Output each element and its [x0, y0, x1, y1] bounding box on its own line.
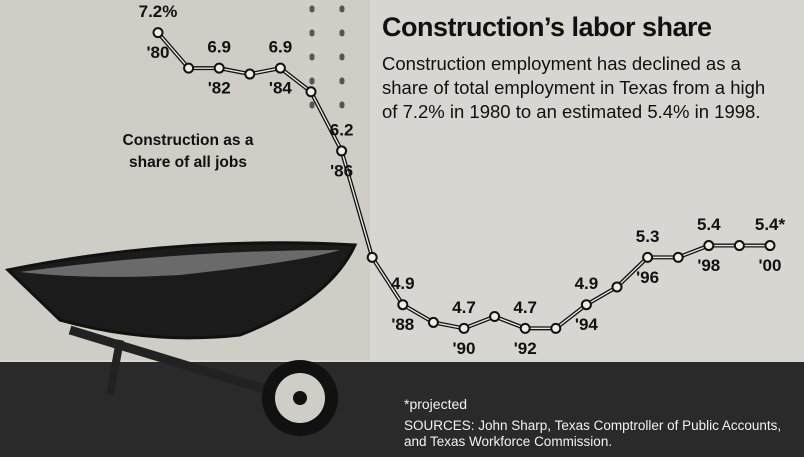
- page: 7.2% 6.9 6.9 6.2 4.9 4.7 4.7 4.9 5.3 5.4 5.4* '80 '8…: [0, 0, 804, 457]
- annotation: Construction as a share of all jobs: [108, 130, 268, 174]
- value-label: 5.4*: [755, 215, 786, 234]
- x-tick-label: '90: [453, 339, 476, 358]
- point: [307, 87, 316, 96]
- point: [276, 64, 285, 73]
- x-tick-label: '88: [391, 315, 414, 334]
- point: [337, 146, 346, 155]
- x-tick-label: '84: [269, 79, 292, 98]
- chart-subtitle: Construction employment has declined as …: [382, 52, 782, 124]
- point: [154, 28, 163, 37]
- source: SOURCES: John Sharp, Texas Comptroller o…: [404, 418, 794, 450]
- value-label: 6.2: [330, 120, 354, 139]
- hub: [293, 391, 307, 405]
- x-tick-label: '94: [575, 315, 598, 334]
- point: [429, 318, 438, 327]
- point: [643, 253, 652, 262]
- point: [521, 324, 530, 333]
- value-label: 6.9: [269, 38, 293, 57]
- value-label: 4.7: [513, 298, 537, 317]
- footnote: *projected: [404, 396, 467, 412]
- point: [582, 300, 591, 309]
- x-tick-label: '98: [697, 256, 720, 275]
- value-label: 4.9: [575, 274, 599, 293]
- value-label: 5.4: [697, 215, 721, 234]
- value-label: 4.9: [391, 274, 415, 293]
- point: [215, 64, 224, 73]
- value-label: 4.7: [452, 298, 476, 317]
- point: [398, 300, 407, 309]
- point: [613, 282, 622, 291]
- x-tick-label: '00: [759, 256, 782, 275]
- value-label: 5.3: [636, 227, 660, 246]
- point: [490, 312, 499, 321]
- point: [245, 70, 254, 79]
- point: [704, 241, 713, 250]
- x-tick-label: '86: [330, 161, 353, 180]
- point: [674, 253, 683, 262]
- point: [735, 241, 744, 250]
- point: [766, 241, 775, 250]
- x-tick-label: '80: [147, 43, 170, 62]
- x-tick-label: '96: [636, 268, 659, 287]
- x-tick-label: '82: [208, 79, 231, 98]
- point: [460, 324, 469, 333]
- chart-title: Construction’s labor share: [382, 12, 712, 43]
- point: [551, 324, 560, 333]
- point: [184, 64, 193, 73]
- value-label: 6.9: [207, 38, 231, 57]
- value-label: 7.2%: [139, 2, 178, 21]
- x-tick-label: '92: [514, 339, 537, 358]
- point: [368, 253, 377, 262]
